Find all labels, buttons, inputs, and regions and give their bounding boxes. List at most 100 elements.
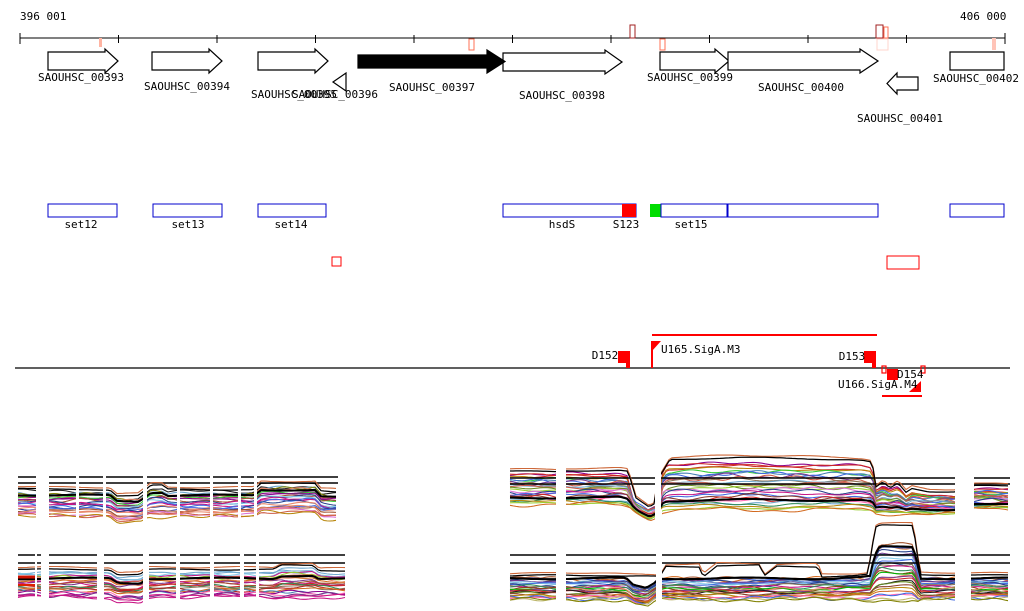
probe-gap [97, 538, 104, 608]
expression-trace [509, 548, 1009, 590]
probe-gap [556, 446, 566, 535]
ruler-marker[interactable] [876, 38, 889, 51]
gene-label-saouhsc-00400: SAOUHSC_00400 [757, 81, 845, 94]
U165-flag[interactable] [652, 341, 661, 351]
expression-trace [509, 463, 1009, 511]
tss-label-u165-siga-m3: U165.SigA.M3 [661, 343, 741, 356]
expression-trace [510, 490, 1009, 517]
set-box-set14[interactable] [257, 203, 327, 218]
gene-label-saouhsc-00396: SAOUHSC_00396 [291, 88, 379, 101]
ruler-track [19, 24, 1006, 51]
expression-trace-salmon-top [509, 521, 1009, 576]
ruler-marker[interactable] [992, 38, 996, 50]
ruler-marker[interactable] [468, 38, 475, 51]
gene-arrow-SAOUHSC_00393[interactable] [47, 47, 119, 75]
set-label-set12: set12 [64, 218, 98, 231]
set-box-S123-red-segment[interactable] [622, 204, 636, 217]
gene-arrow-SAOUHSC_00402[interactable] [949, 51, 1005, 71]
U166-left-anchor[interactable] [881, 365, 887, 374]
gene-label-saouhsc-00393: SAOUHSC_00393 [37, 71, 125, 84]
expression-trace-black-thick [509, 545, 1009, 589]
gene-label-saouhsc-00398: SAOUHSC_00398 [518, 89, 606, 102]
expression-trace [509, 482, 1009, 514]
probe-gap [210, 450, 213, 535]
probe-gap [177, 450, 180, 535]
expression-trace [17, 593, 346, 601]
probe-gap [240, 538, 244, 608]
expression-trace [509, 596, 1009, 607]
expression-trace-black-thick [18, 574, 346, 585]
gene-arrow-SAOUHSC_00399[interactable] [659, 47, 730, 75]
set-label-s123: S123 [612, 218, 640, 231]
U166-flag[interactable] [909, 381, 921, 392]
set-label-hsds: hsdS [548, 218, 576, 231]
gene-arrow-SAOUHSC_00396[interactable] [331, 71, 347, 93]
gene-arrow-SAOUHSC_00395[interactable] [257, 47, 329, 75]
probe-gap [76, 450, 79, 535]
ruler-marker[interactable] [883, 26, 889, 39]
gene-arrow-SAOUHSC_00398[interactable] [502, 48, 624, 76]
gene-label-saouhsc-00402: SAOUHSC_00402 [932, 72, 1020, 85]
set-box-green-segment[interactable] [650, 204, 661, 217]
expression-trace [509, 470, 1009, 511]
set-box-set12[interactable] [47, 203, 118, 218]
D153-marker[interactable] [864, 351, 876, 363]
expression-trace [17, 590, 346, 601]
expression-trace [509, 570, 1009, 596]
gene-arrow-SAOUHSC_00400[interactable] [727, 47, 880, 75]
set-box-unnamed-region-1[interactable] [727, 203, 879, 218]
D154-marker[interactable] [887, 369, 898, 380]
expression-trace [509, 565, 1009, 595]
probe-gap [143, 538, 149, 608]
D153-tail[interactable] [872, 362, 876, 368]
expression-panel-plus-strand-left [17, 450, 338, 535]
expression-trace [17, 591, 346, 600]
ruler-end-label: 406 000 [960, 10, 1007, 23]
probe-gap [143, 450, 147, 535]
tss-label-d152: D152 [591, 349, 619, 362]
set-label-set15: set15 [674, 218, 708, 231]
gene-arrow-SAOUHSC_00397[interactable] [357, 48, 507, 75]
ruler-marker[interactable] [99, 38, 102, 47]
expression-trace-salmon-top [509, 454, 1009, 506]
gene-label-saouhsc-00399: SAOUHSC_00399 [646, 71, 734, 84]
gene-arrow-SAOUHSC_00394[interactable] [151, 47, 223, 75]
ruler-marker[interactable] [875, 24, 884, 39]
small-red-box-right[interactable] [886, 255, 920, 270]
expression-trace-black-top [510, 456, 1009, 507]
expression-panel-minus-strand-right [509, 510, 1010, 608]
gene-arrow-SAOUHSC_00401[interactable] [886, 71, 919, 96]
expression-trace [17, 594, 346, 604]
probe-gap [238, 450, 241, 535]
set-box-unnamed-region-2[interactable] [949, 203, 1005, 218]
set-track [47, 203, 1005, 270]
expression-trace [17, 589, 346, 598]
expression-trace [509, 492, 1009, 517]
expression-trace-salmon-top [17, 562, 346, 573]
expression-trace [509, 474, 1009, 511]
U166-right-anchor[interactable] [920, 365, 926, 374]
probe-gap [41, 538, 49, 608]
tss-label-d153: D153 [838, 350, 866, 363]
expression-trace [509, 501, 1009, 520]
probe-gap [556, 510, 566, 608]
expression-trace-black-top [509, 524, 1008, 578]
expression-trace [510, 464, 1009, 513]
gene-track [47, 47, 1005, 96]
expression-trace-black-thick [509, 495, 1009, 517]
expression-trace [509, 500, 1009, 522]
probe-gap [955, 510, 971, 608]
gene-label-saouhsc-00394: SAOUHSC_00394 [143, 80, 231, 93]
ruler-marker[interactable] [659, 38, 666, 51]
set-box-set15[interactable] [660, 203, 728, 218]
small-red-box-left[interactable] [331, 256, 342, 267]
ruler-marker[interactable] [629, 24, 636, 39]
probe-gap [103, 450, 106, 535]
gene-label-saouhsc-00401: SAOUHSC_00401 [856, 112, 944, 125]
D152-tail[interactable] [626, 362, 630, 368]
set-box-set13[interactable] [152, 203, 223, 218]
tss-label-d154: D154 [897, 368, 924, 381]
D152-marker[interactable] [618, 351, 630, 363]
gene-label-saouhsc-00397: SAOUHSC_00397 [388, 81, 476, 94]
